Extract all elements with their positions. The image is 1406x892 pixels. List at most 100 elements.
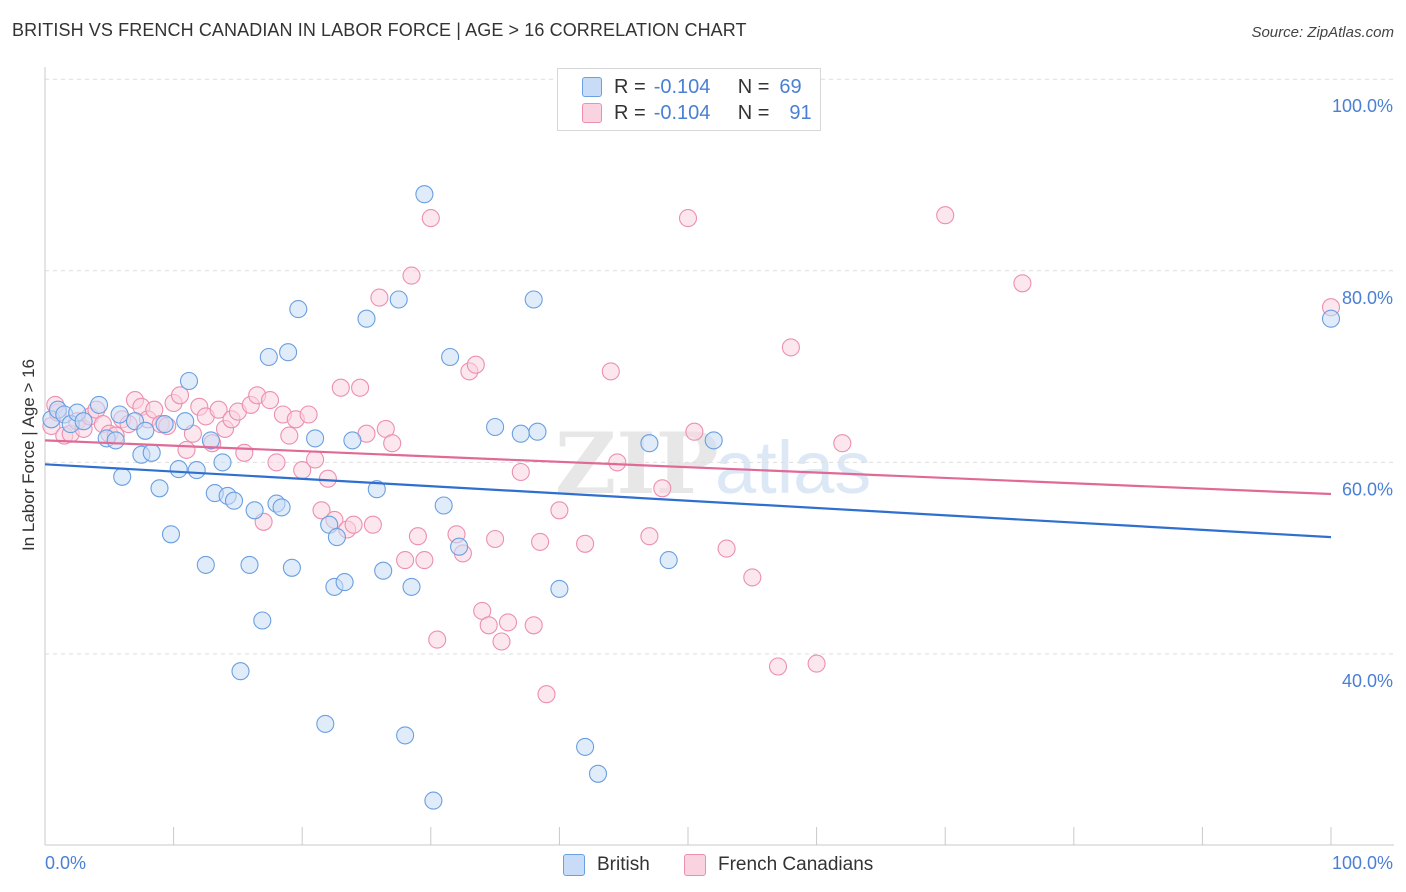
french-point: [807, 654, 826, 673]
british-point: [272, 498, 291, 517]
french-point: [550, 501, 569, 520]
french-legend-label: French Canadians: [718, 854, 874, 875]
french-point: [312, 501, 331, 520]
british-point: [343, 431, 362, 450]
british-point: [213, 453, 232, 472]
french-point: [370, 288, 389, 307]
british-point: [450, 537, 469, 556]
french-point: [511, 462, 530, 482]
british-legend-swatch: [563, 854, 585, 876]
british-point: [282, 558, 301, 577]
british-point: [434, 496, 453, 515]
french-point: [936, 206, 955, 225]
x-tick-label-start: 0.0%: [45, 853, 86, 873]
british-point: [113, 467, 132, 486]
axes: [44, 67, 1394, 846]
british-legend-label: British: [597, 854, 650, 875]
correlation-legend: R = -0.104 N = 69 R = -0.104 N = 91: [557, 68, 821, 131]
french-point: [235, 443, 254, 462]
french-point: [608, 453, 627, 472]
british-point: [231, 662, 250, 681]
french-point: [492, 632, 511, 651]
british-point: [161, 525, 181, 544]
british-point: [659, 551, 678, 570]
british-point: [136, 421, 155, 440]
british-point: [424, 791, 443, 810]
y-tick-label: 40.0%: [1342, 671, 1393, 691]
british-point: [74, 412, 93, 431]
legend-r-label: R =: [614, 75, 646, 98]
tick-labels: 40.0% 60.0% 80.0% 100.0% 0.0% 100.0%: [45, 96, 1393, 873]
french-point: [421, 209, 440, 228]
french-point: [299, 405, 318, 424]
british-point: [169, 460, 188, 479]
french-point: [415, 551, 434, 570]
french-point: [524, 616, 543, 635]
y-tick-label: 80.0%: [1342, 288, 1393, 308]
french-point: [678, 209, 698, 228]
french-point: [306, 450, 325, 469]
french-point: [601, 362, 620, 381]
british-trend-line: [44, 463, 1332, 539]
french-point: [717, 539, 736, 558]
british-point: [327, 528, 346, 547]
french-point: [685, 422, 704, 441]
british-point: [176, 412, 195, 431]
french-point: [280, 426, 299, 445]
british-point: [259, 347, 278, 367]
french-point: [318, 469, 337, 488]
british-point: [155, 415, 174, 434]
french-point: [408, 527, 427, 546]
y-tick-label: 60.0%: [1342, 479, 1393, 499]
french-point: [267, 453, 286, 472]
y-tick-label: 100.0%: [1332, 96, 1393, 116]
british-point: [201, 431, 220, 450]
french-point: [833, 434, 852, 453]
british-point: [240, 555, 259, 574]
british-point: [142, 443, 161, 462]
french-point: [479, 616, 498, 635]
french-trend-line: [44, 439, 1332, 496]
british-point: [528, 422, 547, 441]
british-point: [150, 479, 169, 498]
british-point: [316, 714, 335, 733]
british-point: [289, 300, 308, 319]
british-point: [550, 579, 569, 598]
british-point: [396, 726, 415, 745]
british-point: [588, 764, 608, 783]
legend-n-value: 91: [789, 101, 812, 124]
legend-row-british: R = -0.104 N = 69: [582, 75, 802, 99]
french-point: [351, 378, 370, 397]
french-point: [781, 338, 800, 357]
british-point: [89, 395, 109, 414]
french-point: [177, 440, 196, 459]
british-point: [306, 429, 325, 448]
british-point: [110, 405, 129, 424]
british-point: [511, 424, 530, 443]
british-point: [179, 371, 199, 391]
french-point: [498, 613, 518, 632]
french-point: [653, 479, 672, 498]
british-point: [640, 434, 659, 453]
british-point: [441, 347, 460, 367]
legend-r-label: R =: [614, 101, 646, 124]
french-swatch: [582, 103, 602, 123]
british-point: [486, 417, 505, 437]
french-point: [466, 355, 485, 374]
french-point: [576, 534, 595, 553]
legend-r-value: -0.104: [653, 101, 711, 124]
french-legend-swatch: [684, 854, 706, 876]
french-point: [428, 630, 447, 649]
chart-title: BRITISH VS FRENCH CANADIAN IN LABOR FORC…: [12, 20, 747, 40]
french-point: [537, 685, 556, 704]
trend-lines: [44, 439, 1332, 539]
legend-n-label: N =: [737, 75, 770, 98]
data-points: [42, 185, 1341, 810]
french-point: [531, 532, 550, 551]
legend-row-french: R = -0.104 N = 91: [582, 101, 812, 125]
french-point: [363, 515, 382, 534]
x-tick-label-end: 100.0%: [1332, 853, 1393, 873]
french-point: [383, 434, 402, 453]
british-point: [367, 480, 386, 499]
